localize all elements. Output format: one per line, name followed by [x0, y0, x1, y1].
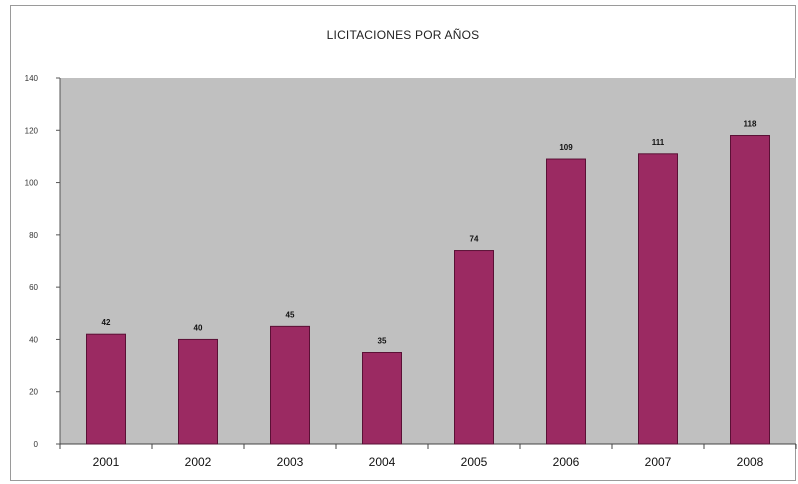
data-label-2003: 45 — [286, 310, 295, 319]
plot-area — [60, 78, 796, 444]
x-tick-label-2008: 2008 — [737, 455, 764, 469]
x-tick-label-2001: 2001 — [93, 455, 120, 469]
x-tick-label-2003: 2003 — [277, 455, 304, 469]
x-tick-label-2002: 2002 — [185, 455, 212, 469]
data-label-2006: 109 — [559, 143, 573, 152]
data-label-2004: 35 — [378, 337, 387, 346]
bar-2002 — [178, 338, 218, 445]
x-tick-label-2006: 2006 — [553, 455, 580, 469]
bar-2006 — [546, 158, 586, 445]
x-tick-label-2005: 2005 — [461, 455, 488, 469]
data-label-2002: 40 — [194, 323, 203, 332]
data-label-2008: 118 — [744, 120, 757, 129]
y-tick-label: 40 — [29, 335, 38, 344]
y-tick-label: 100 — [25, 179, 39, 188]
y-tick-label: 120 — [25, 126, 39, 135]
y-tick-label: 140 — [25, 74, 39, 83]
bar-2003 — [270, 325, 310, 445]
y-tick-label: 60 — [29, 283, 38, 292]
bar-2007 — [638, 153, 678, 445]
y-tick-label: 80 — [29, 231, 38, 240]
x-tick-label-2004: 2004 — [369, 455, 396, 469]
y-axis: 0 20 40 60 80 100 120 140 — [25, 74, 61, 449]
y-tick-label: 20 — [29, 388, 38, 397]
bars — [86, 135, 770, 445]
bar-2001 — [86, 333, 126, 445]
x-tick-label-2007: 2007 — [645, 455, 672, 469]
data-label-2001: 42 — [102, 318, 111, 327]
chart-title: LICITACIONES POR AÑOS — [326, 28, 480, 42]
x-axis: 2001 2002 2003 2004 2005 2006 2007 2008 — [59, 443, 797, 469]
data-label-2005: 74 — [470, 235, 479, 244]
bar-2005 — [454, 250, 494, 445]
data-label-2007: 111 — [652, 138, 665, 147]
data-labels: 42 40 45 35 74 109 111 118 — [102, 120, 757, 346]
y-tick-label: 0 — [34, 440, 39, 449]
bar-2004 — [362, 352, 402, 445]
bar-2008 — [730, 135, 770, 445]
